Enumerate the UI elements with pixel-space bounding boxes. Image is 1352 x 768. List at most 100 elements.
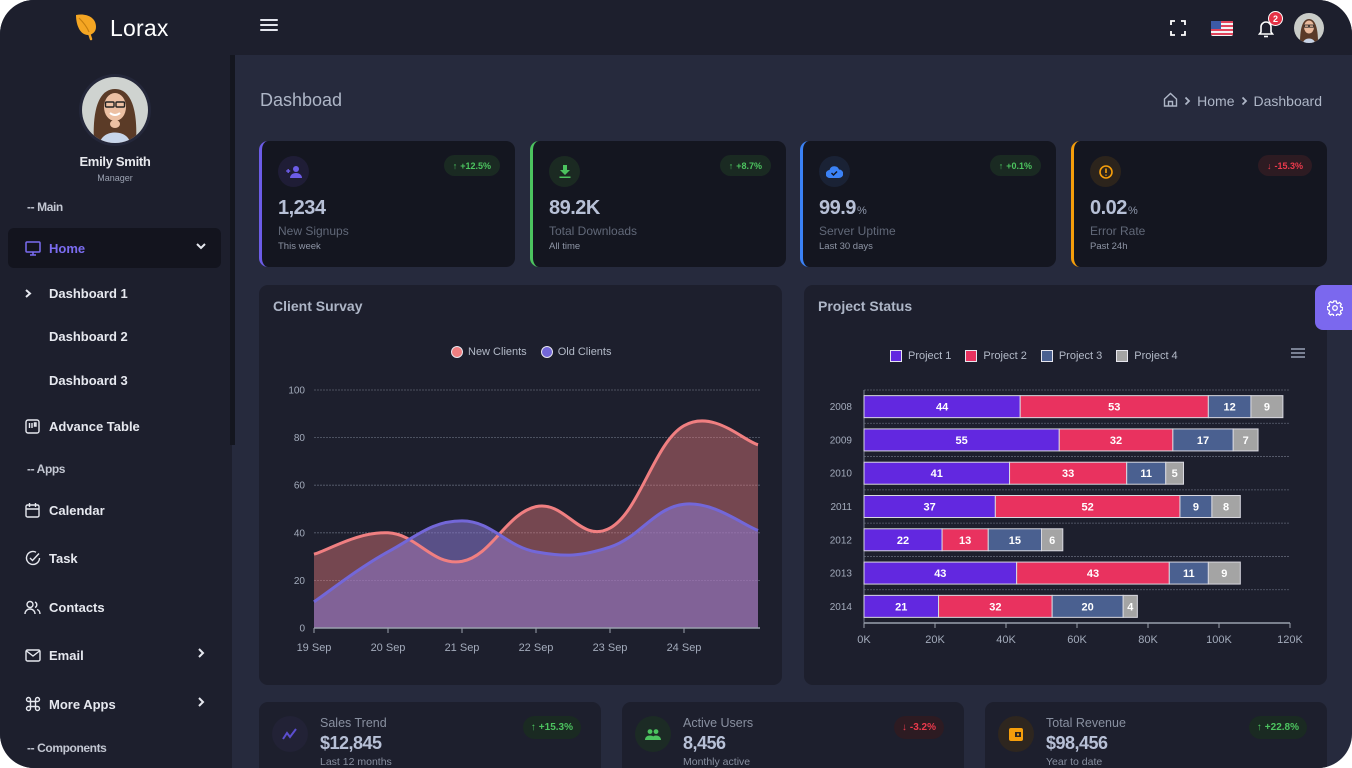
sidebar-subitem-dashboard-1[interactable]: Dashboard 1	[8, 277, 221, 309]
stat-card-error-rate: ↓ -15.3% 0.02% Error Rate Past 24h	[1071, 141, 1327, 267]
legend-item-old-clients[interactable]: Old Clients	[540, 346, 611, 358]
bar-segment	[1122, 594, 1138, 618]
sidebar-item-email[interactable]: Email	[8, 635, 221, 675]
alert-circle-icon	[1090, 156, 1121, 187]
wallet-icon	[998, 716, 1034, 752]
sidebar-subitem-label: Dashboard 3	[49, 372, 128, 388]
arrow-down-icon: ↓	[1266, 160, 1272, 171]
notifications-button[interactable]: 2	[1244, 11, 1288, 44]
sidebar-item-label: Email	[49, 647, 84, 663]
sidebar-subitem-label: Dashboard 2	[49, 328, 128, 344]
legend-item-project-1[interactable]: Project 1	[890, 350, 951, 362]
panel-title: Client Survay	[273, 298, 363, 314]
bar-data-label: 9	[1264, 402, 1270, 414]
bar-data-label: 32	[1110, 435, 1122, 447]
bottom-card-total-revenue: Total Revenue $98,456 Year to date ↑ +22.…	[985, 702, 1327, 768]
card-change-badge: ↑ +22.8%	[1248, 716, 1307, 739]
legend-item-project-2[interactable]: Project 2	[965, 350, 1027, 362]
bar-data-label: 9	[1221, 568, 1227, 580]
area-fill-old-clients	[314, 503, 758, 628]
chevron-down-icon	[195, 240, 207, 255]
bar-data-label: 53	[1108, 402, 1120, 414]
sidebar-item-label: Calendar	[49, 502, 105, 518]
bar-data-label: 11	[1183, 568, 1195, 580]
bar-data-label: 33	[1062, 468, 1074, 480]
sidebar-item-more-apps[interactable]: More Apps	[8, 684, 221, 724]
nav-section-main: -- Main	[27, 200, 63, 214]
stat-value: 0.02%	[1090, 197, 1138, 219]
chevron-right-icon	[1184, 93, 1191, 109]
y-tick-label: 2013	[830, 569, 853, 580]
sidebar-item-label: Advance Table	[49, 418, 140, 434]
chart-menu-button[interactable]	[1291, 348, 1305, 359]
app-name: Lorax	[110, 15, 169, 41]
notification-count-badge: 2	[1268, 11, 1283, 26]
card-label: Total Revenue	[1046, 716, 1126, 730]
stat-change-badge: ↓ -15.3%	[1257, 155, 1312, 176]
legend-marker	[540, 346, 553, 358]
sidebar-subitem-dashboard-2[interactable]: Dashboard 2	[8, 320, 221, 352]
chart-legend: New Clients Old Clients	[451, 346, 625, 358]
bar-data-label: 17	[1197, 435, 1209, 447]
stat-card-downloads: ↑ +8.7% 89.2K Total Downloads All time	[530, 141, 786, 267]
bar-data-label: 8	[1223, 502, 1229, 514]
avatar-image	[82, 77, 148, 143]
user-profile: Emily Smith Manager	[0, 77, 230, 183]
bar-segment	[1250, 395, 1284, 419]
x-tick-label: 22 Sep	[519, 642, 554, 654]
menu-toggle-button[interactable]	[260, 19, 278, 35]
profile-avatar[interactable]	[82, 77, 148, 143]
bar-data-label: 37	[924, 502, 936, 514]
sidebar-subitem-dashboard-3[interactable]: Dashboard 3	[8, 364, 221, 396]
users-icon	[24, 599, 41, 616]
home-icon[interactable]	[1163, 92, 1178, 110]
chart-legend: Project 1 Project 2 Project 3 Project 4	[890, 350, 1192, 362]
bar-data-label: 4	[1127, 601, 1134, 613]
calendar-icon	[24, 502, 41, 519]
fullscreen-button[interactable]	[1156, 12, 1200, 44]
breadcrumb-home[interactable]: Home	[1197, 93, 1235, 109]
card-change-badge: ↓ -3.2%	[893, 716, 944, 739]
chevron-right-icon	[1241, 93, 1248, 109]
user-name: Emily Smith	[79, 154, 151, 169]
sidebar-item-task[interactable]: Task	[8, 538, 221, 578]
sidebar-scrollbar[interactable]	[230, 55, 235, 445]
settings-button[interactable]	[1315, 285, 1352, 330]
menu-icon	[1291, 348, 1305, 350]
stat-value: 99.9%	[819, 197, 867, 219]
chevron-right-icon	[195, 696, 207, 711]
client-survey-chart: 0 20 40 60 80 100 19 Sep 20 Sep 21 Sep 22 Sep 23 S…	[288, 386, 760, 654]
user-avatar-button[interactable]	[1294, 13, 1324, 43]
cloud-check-icon	[819, 156, 850, 187]
sidebar-item-contacts[interactable]: Contacts	[8, 587, 221, 627]
table-icon	[24, 418, 41, 435]
y-tick-label: 80	[294, 433, 306, 444]
arrow-up-icon: ↑	[728, 160, 734, 171]
card-subtitle: Monthly active	[683, 756, 751, 768]
card-change-badge: ↑ +15.3%	[522, 716, 581, 739]
stat-subtitle: Last 30 days	[819, 241, 873, 252]
x-tick-label: 20 Sep	[371, 642, 406, 654]
sidebar-item-label: Home	[49, 240, 86, 256]
language-button[interactable]	[1200, 12, 1244, 44]
top-actions: 2	[1156, 11, 1324, 44]
stat-label: Error Rate	[1090, 224, 1146, 238]
mail-icon	[24, 647, 41, 664]
logo[interactable]: Lorax	[72, 11, 169, 46]
bar-data-label: 43	[934, 568, 946, 580]
trend-icon	[272, 716, 308, 752]
legend-item-new-clients[interactable]: New Clients	[451, 346, 527, 358]
sidebar-item-home[interactable]: Home	[8, 228, 221, 268]
sidebar-item-advance-table[interactable]: Advance Table	[8, 406, 221, 446]
card-value: $98,456	[1046, 733, 1108, 753]
sidebar-item-calendar[interactable]: Calendar	[8, 490, 221, 530]
stat-value: 1,234	[278, 197, 326, 219]
x-tick-label: 20K	[925, 634, 945, 646]
legend-item-project-4[interactable]: Project 4	[1116, 350, 1178, 362]
y-tick-label: 2012	[830, 535, 853, 546]
card-value: 8,456	[683, 733, 726, 753]
gear-icon	[1326, 299, 1343, 316]
check-circle-icon	[24, 550, 41, 567]
legend-item-project-3[interactable]: Project 3	[1040, 350, 1102, 362]
